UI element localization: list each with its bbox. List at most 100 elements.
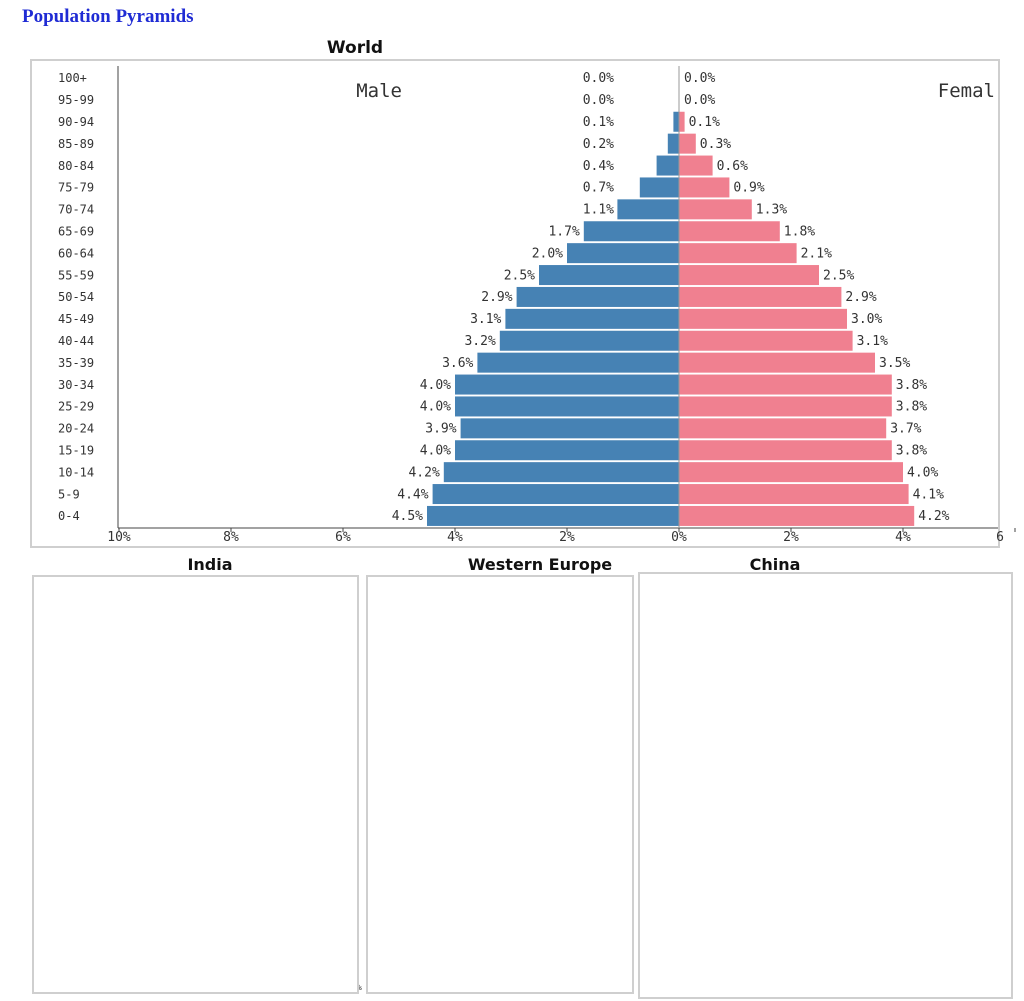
india-chart-panel — [32, 575, 359, 994]
world-male-value-label: 2.9% — [481, 290, 512, 305]
world-female-value-label: 1.3% — [756, 203, 787, 218]
world-category-label: 30-34 — [58, 378, 94, 392]
world-category-label: 95-99 — [58, 93, 94, 107]
world-male-value-label: 2.0% — [532, 246, 563, 261]
world-male-value-label: 3.2% — [464, 334, 495, 349]
world-male-bar — [455, 396, 679, 417]
world-category-label: 45-49 — [58, 312, 94, 326]
world-male-value-label: 0.7% — [583, 181, 614, 196]
world-category-label: 5-9 — [58, 487, 80, 501]
world-female-value-label: 3.8% — [896, 443, 927, 458]
world-female-label: Femal — [938, 80, 995, 102]
world-female-bar — [679, 330, 853, 351]
world-female-bar — [679, 462, 903, 483]
world-male-value-label: 4.5% — [392, 509, 423, 524]
world-male-value-label: 0.2% — [583, 137, 614, 152]
china-chart-panel — [638, 572, 1013, 999]
world-female-value-label: 3.0% — [851, 312, 882, 327]
world-female-bar — [679, 111, 685, 132]
world-category-label: 75-79 — [58, 181, 94, 195]
world-male-bar — [455, 374, 679, 395]
world-x-tick-label: 4% — [447, 530, 463, 545]
world-female-value-label: 4.0% — [907, 465, 938, 480]
world-male-value-label: 4.0% — [420, 400, 451, 415]
world-female-bar — [679, 265, 819, 286]
world-female-value-label: 0.0% — [684, 71, 715, 86]
world-male-bar — [617, 199, 679, 220]
world-female-bar — [679, 505, 915, 526]
world-female-bar — [679, 352, 875, 373]
world-male-value-label: 2.5% — [504, 268, 535, 283]
world-x-tick-label: 2% — [559, 530, 575, 545]
world-male-value-label: 3.6% — [442, 356, 473, 371]
world-female-value-label: 2.5% — [823, 268, 854, 283]
world-category-label: 40-44 — [58, 334, 94, 348]
world-female-bar — [679, 221, 780, 242]
world-male-value-label: 0.1% — [583, 115, 614, 130]
world-male-bar — [516, 286, 679, 307]
world-male-bar — [656, 155, 679, 176]
world-category-label: 55-59 — [58, 268, 94, 282]
world-female-value-label: 0.1% — [689, 115, 720, 130]
world-category-label: 35-39 — [58, 356, 94, 370]
world-male-bar — [539, 265, 679, 286]
world-male-value-label: 4.0% — [420, 443, 451, 458]
world-x-tick-label: 0% — [671, 530, 687, 545]
world-female-value-label: 2.9% — [845, 290, 876, 305]
world-female-value-label: 4.1% — [913, 487, 944, 502]
world-category-label: 25-29 — [58, 400, 94, 414]
world-female-bar — [679, 484, 909, 505]
world-female-bar — [679, 177, 730, 198]
world-female-value-label: 3.1% — [857, 334, 888, 349]
world-female-bar — [679, 308, 847, 329]
world-x-tick-label: 6 — [996, 530, 1004, 545]
world-category-label: 60-64 — [58, 246, 94, 260]
world-male-bar — [432, 484, 679, 505]
world-male-bar — [505, 308, 679, 329]
world-male-bar — [567, 243, 679, 264]
world-category-label: 70-74 — [58, 203, 94, 217]
world-category-label: 100+ — [58, 71, 87, 85]
world-category-label: 15-19 — [58, 443, 94, 457]
world-male-value-label: 3.1% — [470, 312, 501, 327]
world-female-value-label: 0.3% — [700, 137, 731, 152]
world-female-bar — [679, 133, 696, 154]
world-female-value-label: 3.7% — [890, 422, 921, 437]
world-category-label: 0-4 — [58, 509, 80, 523]
world-male-value-label: 4.0% — [420, 378, 451, 393]
world-female-value-label: 0.9% — [733, 181, 764, 196]
world-male-value-label: 4.2% — [408, 465, 439, 480]
world-female-value-label: 0.0% — [684, 93, 715, 108]
world-male-value-label: 0.0% — [583, 93, 614, 108]
world-female-bar — [679, 440, 892, 461]
world-male-bar — [667, 133, 679, 154]
world-male-bar — [455, 440, 679, 461]
world-female-bar — [679, 155, 713, 176]
world-female-bar — [679, 286, 842, 307]
world-male-bar — [639, 177, 679, 198]
world-female-bar — [679, 396, 892, 417]
world-male-bar — [673, 111, 679, 132]
world-x-tick-label: 2% — [783, 530, 799, 545]
world-male-value-label: 1.1% — [583, 203, 614, 218]
world-female-bar — [679, 199, 752, 220]
world-male-bar — [583, 221, 679, 242]
world-female-value-label: 0.6% — [717, 159, 748, 174]
world-x-tick-label: 8% — [223, 530, 239, 545]
world-category-label: 20-24 — [58, 422, 94, 436]
western-europe-chart-panel — [366, 575, 634, 994]
page-title: Population Pyramids — [22, 6, 194, 27]
world-female-value-label: 1.8% — [784, 224, 815, 239]
western-europe-chart-title: Western Europe — [467, 555, 613, 574]
india-chart-title: India — [187, 555, 233, 574]
world-category-label: 80-84 — [58, 159, 94, 173]
world-male-bar — [460, 418, 679, 439]
world-female-bar — [679, 374, 892, 395]
world-female-bar — [679, 418, 887, 439]
world-female-value-label: 3.8% — [896, 400, 927, 415]
world-male-value-label: 0.4% — [583, 159, 614, 174]
world-female-value-label: 3.8% — [896, 378, 927, 393]
world-female-value-label: 3.5% — [879, 356, 910, 371]
world-x-tick-label: 6% — [335, 530, 351, 545]
world-male-bar — [477, 352, 679, 373]
